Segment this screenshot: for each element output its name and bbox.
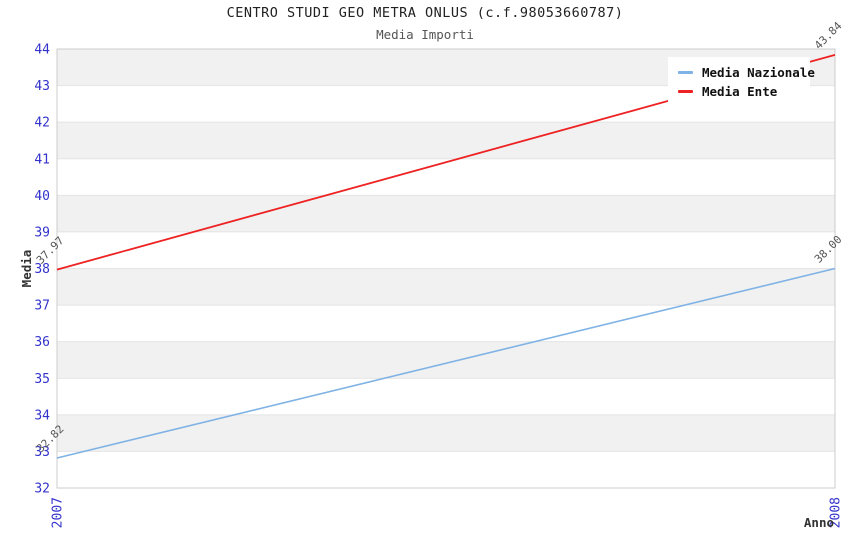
chart-title: CENTRO STUDI GEO METRA ONLUS (c.f.980536…: [226, 5, 624, 21]
y-tick-label: 38: [34, 262, 50, 277]
plot-band: [57, 268, 835, 306]
plot-band: [57, 341, 835, 379]
plot-band: [57, 122, 835, 159]
y-tick-label: 39: [34, 225, 50, 240]
legend: Media Nazionale Media Ente: [668, 57, 815, 107]
series-line-nazionale: [56, 267, 836, 459]
y-tick-label: 44: [34, 43, 50, 58]
plot-band: [57, 305, 835, 342]
plot-band: [57, 378, 835, 415]
x-tick-label: 2007: [51, 497, 66, 528]
plot-band: [57, 231, 835, 269]
y-tick-label: 33: [34, 445, 50, 460]
y-tick-label: 40: [34, 189, 50, 204]
x-tick-label: 2008: [829, 497, 844, 528]
legend-item: Media Ente: [678, 82, 810, 101]
legend-item-label: Media Nazionale: [702, 65, 815, 80]
plot-band: [57, 158, 835, 196]
y-tick-label: 42: [34, 116, 50, 131]
y-tick-label: 32: [34, 482, 50, 497]
y-tick-label: 36: [34, 335, 50, 350]
legend-item: Media Nazionale: [678, 63, 815, 82]
legend-swatch: [678, 90, 693, 93]
y-tick-label: 34: [34, 408, 50, 423]
legend-swatch: [678, 71, 693, 74]
x-axis-title: Anno: [804, 515, 834, 530]
chart-subtitle: Media Importi: [376, 27, 474, 42]
point-value-label: 43.84: [812, 19, 845, 52]
y-tick-label: 37: [34, 299, 50, 314]
y-tick-label: 35: [34, 372, 50, 387]
plot-band: [57, 414, 835, 452]
y-axis-title: Media: [19, 250, 34, 288]
y-tick-label: 43: [34, 79, 50, 94]
legend-item-label: Media Ente: [702, 84, 778, 99]
plot-band: [57, 451, 835, 488]
y-tick-label: 41: [34, 152, 50, 167]
plot-band: [57, 195, 835, 232]
